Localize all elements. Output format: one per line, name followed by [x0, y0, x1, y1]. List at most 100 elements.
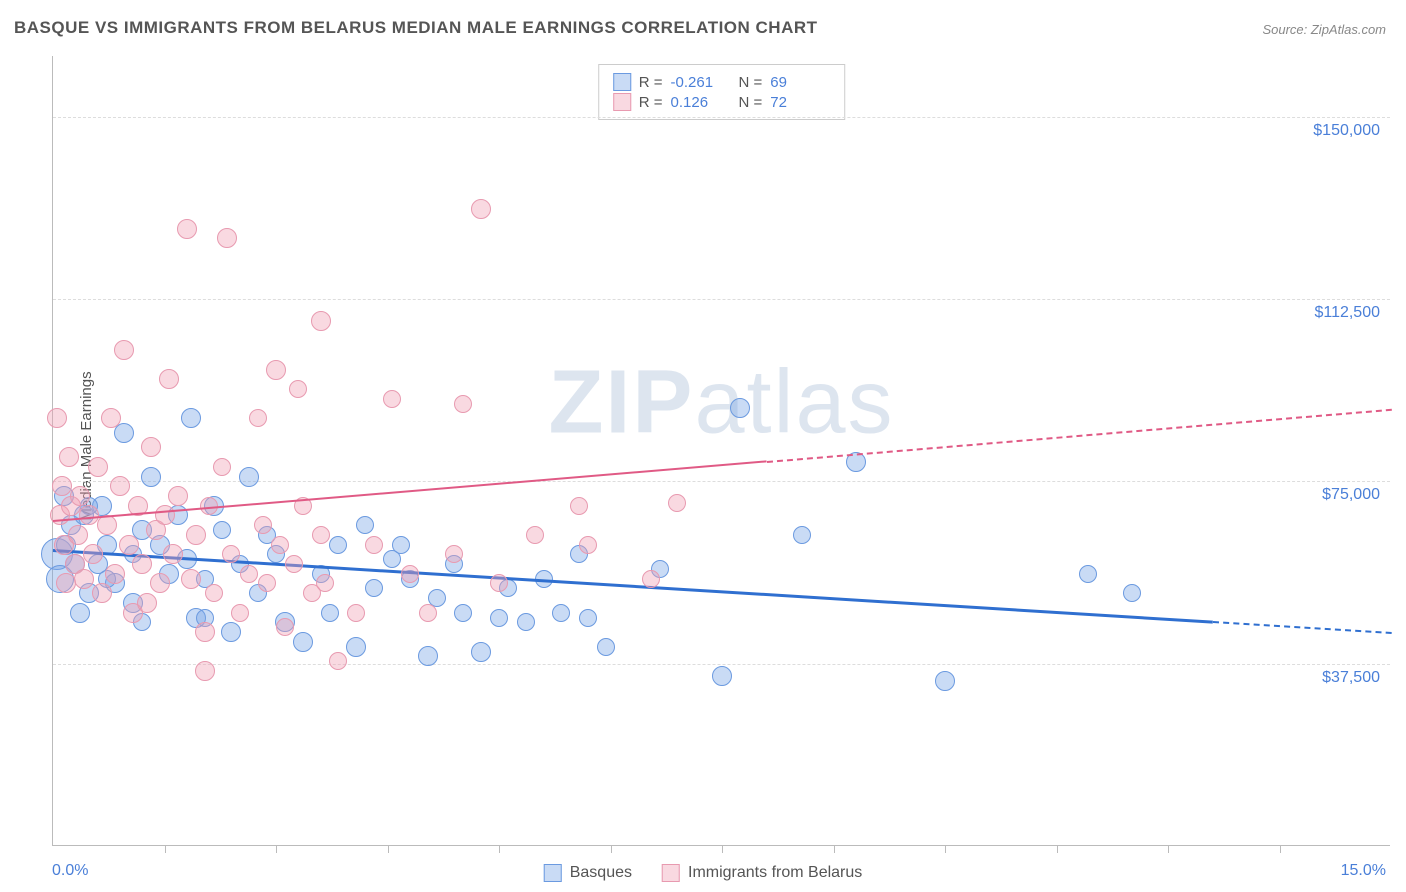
watermark-text: ZIPatlas [548, 352, 894, 455]
data-point [132, 554, 152, 574]
data-point [552, 604, 570, 622]
data-point [205, 584, 223, 602]
data-point [276, 618, 294, 636]
chart-title: BASQUE VS IMMIGRANTS FROM BELARUS MEDIAN… [14, 18, 818, 38]
data-point [312, 526, 330, 544]
data-point [186, 525, 206, 545]
x-axis-max-label: 15.0% [1341, 862, 1386, 880]
data-point [454, 604, 472, 622]
data-point [471, 642, 491, 662]
data-point [935, 671, 955, 691]
gridline [53, 299, 1390, 300]
x-axis-min-label: 0.0% [52, 862, 88, 880]
data-point [97, 515, 117, 535]
data-point [258, 574, 276, 592]
legend-r-value-1: 0.126 [671, 94, 731, 111]
data-point [74, 569, 94, 589]
data-point [392, 536, 410, 554]
data-point [195, 622, 215, 642]
data-point [70, 603, 90, 623]
legend-n-value-1: 72 [770, 94, 830, 111]
data-point [168, 486, 188, 506]
data-point [163, 544, 183, 564]
swatch-belarus [613, 93, 631, 111]
data-point [68, 525, 88, 545]
plot-area: ZIPatlas R = -0.261 N = 69 R = 0.126 N =… [52, 56, 1390, 846]
data-point [311, 311, 331, 331]
y-tick-label: $150,000 [1313, 122, 1380, 140]
data-point [668, 494, 686, 512]
y-tick-label: $37,500 [1322, 669, 1380, 687]
data-point [517, 613, 535, 631]
data-point [418, 646, 438, 666]
legend-n-label: N = [739, 74, 763, 91]
data-point [526, 526, 544, 544]
data-point [490, 609, 508, 627]
data-point [365, 536, 383, 554]
data-point [239, 467, 259, 487]
correlation-legend: R = -0.261 N = 69 R = 0.126 N = 72 [598, 64, 846, 120]
x-tick [722, 845, 723, 853]
data-point [329, 536, 347, 554]
data-point [570, 497, 588, 515]
swatch-basques [613, 73, 631, 91]
data-point [249, 409, 267, 427]
swatch-belarus-icon [662, 864, 680, 882]
data-point [346, 637, 366, 657]
source-attribution: Source: ZipAtlas.com [1262, 22, 1386, 37]
data-point [70, 486, 90, 506]
data-point [217, 228, 237, 248]
data-point [137, 593, 157, 613]
data-point [316, 574, 334, 592]
data-point [419, 604, 437, 622]
x-tick [945, 845, 946, 853]
data-point [365, 579, 383, 597]
legend-r-label: R = [639, 94, 663, 111]
data-point [579, 609, 597, 627]
data-point [92, 583, 112, 603]
data-point [579, 536, 597, 554]
data-point [83, 544, 103, 564]
data-point [793, 526, 811, 544]
data-point [240, 565, 258, 583]
gridline [53, 117, 1390, 118]
x-tick [1168, 845, 1169, 853]
data-point [150, 573, 170, 593]
data-point [712, 666, 732, 686]
data-point [101, 408, 121, 428]
data-point [401, 565, 419, 583]
data-point [254, 516, 272, 534]
legend-item-belarus: Immigrants from Belarus [662, 864, 862, 882]
data-point [271, 536, 289, 554]
data-point [88, 457, 108, 477]
data-point [110, 476, 130, 496]
trend-line [767, 408, 1392, 462]
data-point [383, 390, 401, 408]
legend-n-label: N = [739, 94, 763, 111]
data-point [490, 574, 508, 592]
data-point [141, 437, 161, 457]
data-point [642, 570, 660, 588]
series-legend: Basques Immigrants from Belarus [544, 864, 863, 882]
data-point [119, 535, 139, 555]
legend-label-basques: Basques [570, 864, 632, 882]
data-point [730, 398, 750, 418]
data-point [231, 604, 249, 622]
data-point [221, 622, 241, 642]
x-tick [1280, 845, 1281, 853]
swatch-basques-icon [544, 864, 562, 882]
data-point [213, 458, 231, 476]
data-point [321, 604, 339, 622]
legend-row-basques: R = -0.261 N = 69 [613, 73, 831, 91]
y-tick-label: $112,500 [1314, 304, 1380, 322]
data-point [114, 340, 134, 360]
data-point [356, 516, 374, 534]
data-point [59, 447, 79, 467]
data-point [289, 380, 307, 398]
legend-r-value-0: -0.261 [671, 74, 731, 91]
data-point [285, 555, 303, 573]
trend-line [1213, 621, 1392, 634]
x-tick [1057, 845, 1058, 853]
trend-line [53, 461, 767, 523]
data-point [141, 467, 161, 487]
